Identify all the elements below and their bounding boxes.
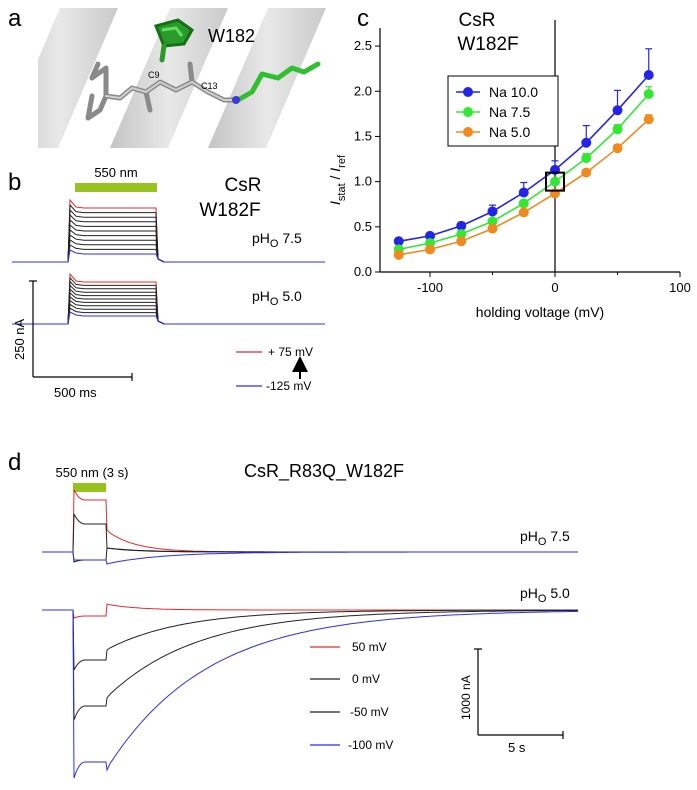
data-point: [487, 223, 498, 234]
y-tick-label: 0.0: [354, 264, 372, 279]
data-point: [487, 216, 498, 227]
trace: [42, 513, 578, 553]
y-tick-label: 2.5: [354, 38, 372, 53]
data-point: [518, 207, 529, 218]
x-tick-label: 0: [551, 280, 558, 295]
y-tick-label: 1.0: [354, 174, 372, 189]
data-point: [393, 249, 404, 260]
atom-label-c9: C9: [148, 70, 160, 80]
legend-label: Na 7.5: [489, 104, 530, 120]
light-pulse-bar-b: [75, 183, 157, 192]
panel-letter-a: a: [8, 5, 22, 32]
chart-title-line1: CsR: [459, 10, 496, 31]
ph-label-b-75: pHO 7.5: [252, 230, 302, 250]
ph-label-b-50: pHO 5.0: [252, 288, 302, 308]
data-point: [487, 206, 498, 217]
current-traces-d: [42, 489, 579, 779]
legend-b-minus125: -125 mV: [266, 379, 311, 393]
scale-y-label-d: 1000 nA: [459, 675, 473, 720]
data-point: [643, 69, 654, 80]
data-point: [425, 244, 435, 255]
legend-marker: [463, 127, 473, 137]
light-label-d: 550 nm (3 s): [56, 465, 129, 480]
data-point: [643, 88, 654, 99]
data-point: [456, 236, 467, 247]
panel-letter-b: b: [8, 169, 21, 196]
data-point: [425, 230, 435, 241]
lysine-side-chain: [235, 61, 321, 103]
current-traces-b: [12, 198, 325, 325]
ph-label-d-75: pHO 7.5: [520, 528, 570, 548]
scale-x-label-d: 5 s: [508, 740, 526, 755]
data-point: [612, 105, 623, 116]
ph-label-d-50: pHO 5.0: [520, 585, 570, 605]
chart-legend: Na 10.0 Na 7.5 Na 5.0: [447, 75, 559, 147]
data-point: [612, 143, 623, 154]
legend-marker: [463, 87, 473, 97]
legend-marker: [463, 107, 473, 117]
trace: [12, 249, 325, 263]
scale-y-label-b: 250 nA: [12, 318, 27, 360]
schiff-base-nitrogen: [232, 96, 240, 104]
trace: [42, 609, 578, 671]
panel-letter-c: c: [357, 5, 369, 32]
helix-2: [110, 8, 228, 148]
title-d: CsR_R83Q_W182F: [244, 461, 404, 482]
data-point: [550, 176, 560, 187]
scale-bar-d: [474, 648, 564, 739]
legend-d: 50 mV 0 mV -50 mV -100 mV: [310, 640, 393, 752]
x-tick-label: -100: [417, 280, 443, 295]
trace: [42, 609, 578, 721]
y-tick-label: 1.5: [354, 128, 372, 143]
legend-label: Na 10.0: [489, 84, 538, 100]
legend-b-plus75: + 75 mV: [268, 345, 313, 359]
data-point: [581, 153, 592, 164]
atom-label-c13: C13: [201, 81, 218, 91]
legend-d-minus50mv: -50 mV: [350, 705, 389, 719]
series-na-7-5: [393, 86, 654, 255]
data-point: [612, 124, 623, 135]
x-tick-label: 100: [669, 280, 691, 295]
x-axis-label: holding voltage (mV): [476, 304, 604, 320]
scale-x-label-b: 500 ms: [54, 385, 97, 400]
molecular-structure: W182 C9 C13: [38, 8, 326, 148]
legend-d-0mv: 0 mV: [352, 672, 380, 686]
w182-residue: [153, 18, 194, 63]
data-point: [518, 198, 529, 209]
y-axis-label: Istat / Iref: [327, 154, 348, 205]
reference-box: [545, 171, 565, 192]
panel-letter-d: d: [8, 449, 21, 476]
data-point: [456, 220, 467, 231]
light-label-b: 550 nm: [94, 165, 137, 180]
residue-label-w182: W182: [208, 26, 255, 46]
legend-b: + 75 mV -125 mV: [236, 345, 313, 393]
legend-label: Na 5.0: [489, 124, 530, 140]
series-na-10-0: [393, 48, 654, 247]
scale-bar-b: [29, 280, 133, 381]
data-point: [393, 236, 404, 247]
title-b-line1: CsR: [225, 175, 262, 196]
chart-title-line2: W182F: [457, 34, 518, 55]
legend-d-minus100mv: -100 mV: [348, 738, 393, 752]
trace: [42, 551, 578, 565]
trace: [42, 609, 579, 779]
y-tick-label: 2.0: [354, 83, 372, 98]
data-point: [643, 114, 654, 125]
trace: [42, 489, 578, 553]
title-b-line2: W182F: [199, 200, 260, 221]
legend-d-50mv: 50 mV: [352, 640, 387, 654]
light-pulse-bar-d: [73, 483, 106, 492]
y-tick-label: 0.5: [354, 219, 372, 234]
helix-1: [38, 8, 118, 148]
trace: [12, 311, 325, 325]
data-point: [518, 187, 529, 198]
data-point: [456, 229, 467, 240]
iv-chart: -100 0 100 0.0 0.5 1.0 1.5 2.0 2.5 holding voltag…: [327, 10, 691, 320]
trace: [12, 307, 325, 325]
helix-3: [208, 8, 326, 148]
data-point: [581, 167, 592, 178]
data-point: [581, 137, 592, 148]
